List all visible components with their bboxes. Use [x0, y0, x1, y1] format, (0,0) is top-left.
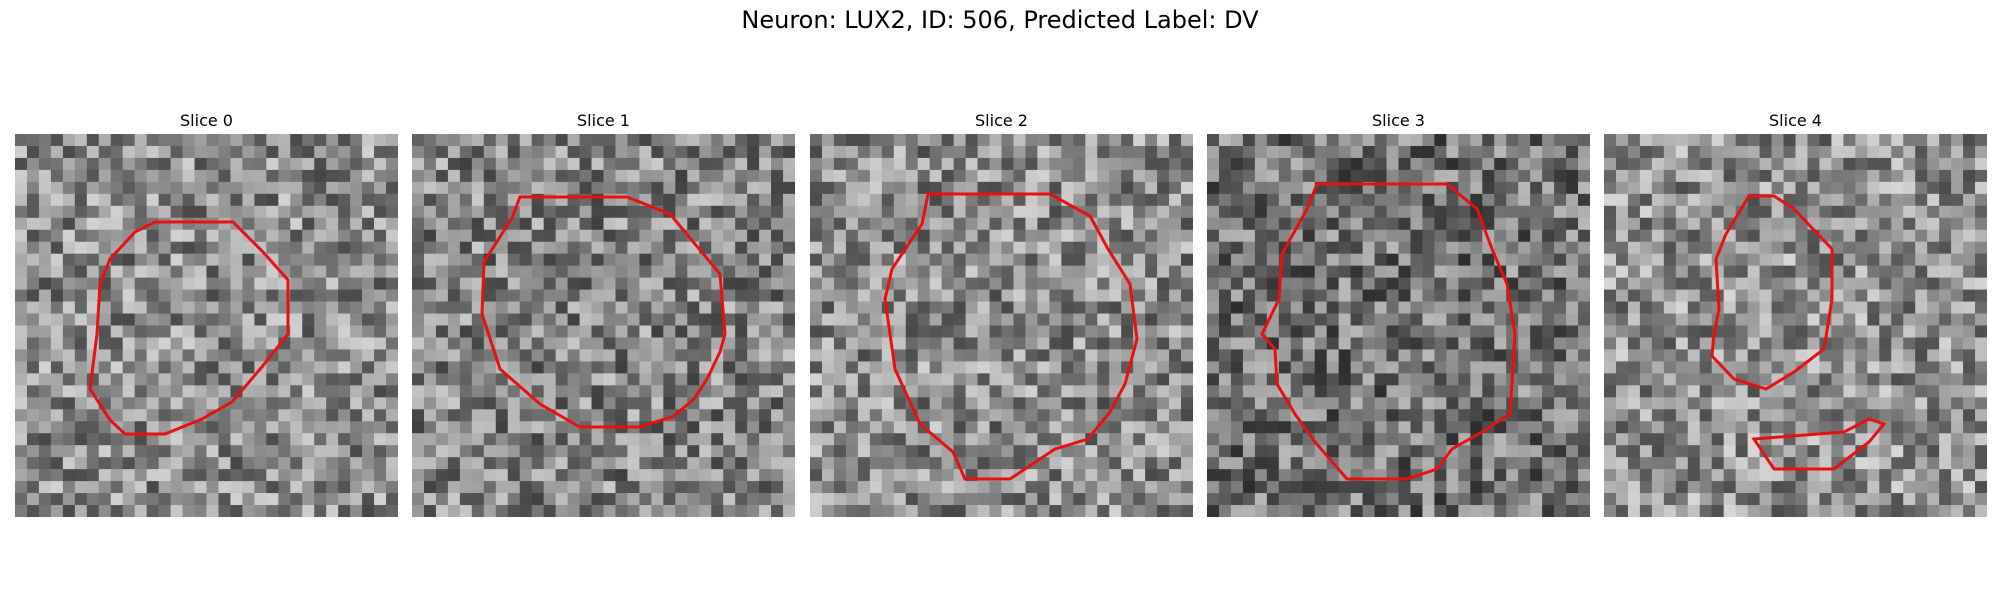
- slice-panel-0: Slice 0: [15, 110, 398, 517]
- slice-panel-1: Slice 1: [412, 110, 795, 517]
- slice-label-1: Slice 1: [577, 111, 630, 130]
- slice-image-1: [412, 134, 795, 517]
- slice-panel-2: Slice 2: [810, 110, 1193, 517]
- slice-image-3: [1207, 134, 1590, 517]
- slice-image-2: [810, 134, 1193, 517]
- cell-contour-4: [1710, 194, 1834, 391]
- slice-panel-4: Slice 4: [1604, 110, 1987, 517]
- cell-contour-3: [1260, 182, 1517, 481]
- slice-image-4: [1604, 134, 1987, 517]
- slice-label-4: Slice 4: [1769, 111, 1822, 130]
- slice-panel-3: Slice 3: [1207, 110, 1590, 517]
- slice-image-0: [15, 134, 398, 517]
- cell-contour-0: [88, 220, 290, 436]
- slice-label-2: Slice 2: [975, 111, 1028, 130]
- cell-contour-4b: [1751, 417, 1887, 471]
- cell-contour-1: [480, 195, 727, 429]
- slice-label-0: Slice 0: [180, 111, 233, 130]
- slice-label-3: Slice 3: [1372, 111, 1425, 130]
- figure-title: Neuron: LUX2, ID: 506, Predicted Label: …: [741, 6, 1259, 34]
- cell-contour-2: [883, 192, 1139, 481]
